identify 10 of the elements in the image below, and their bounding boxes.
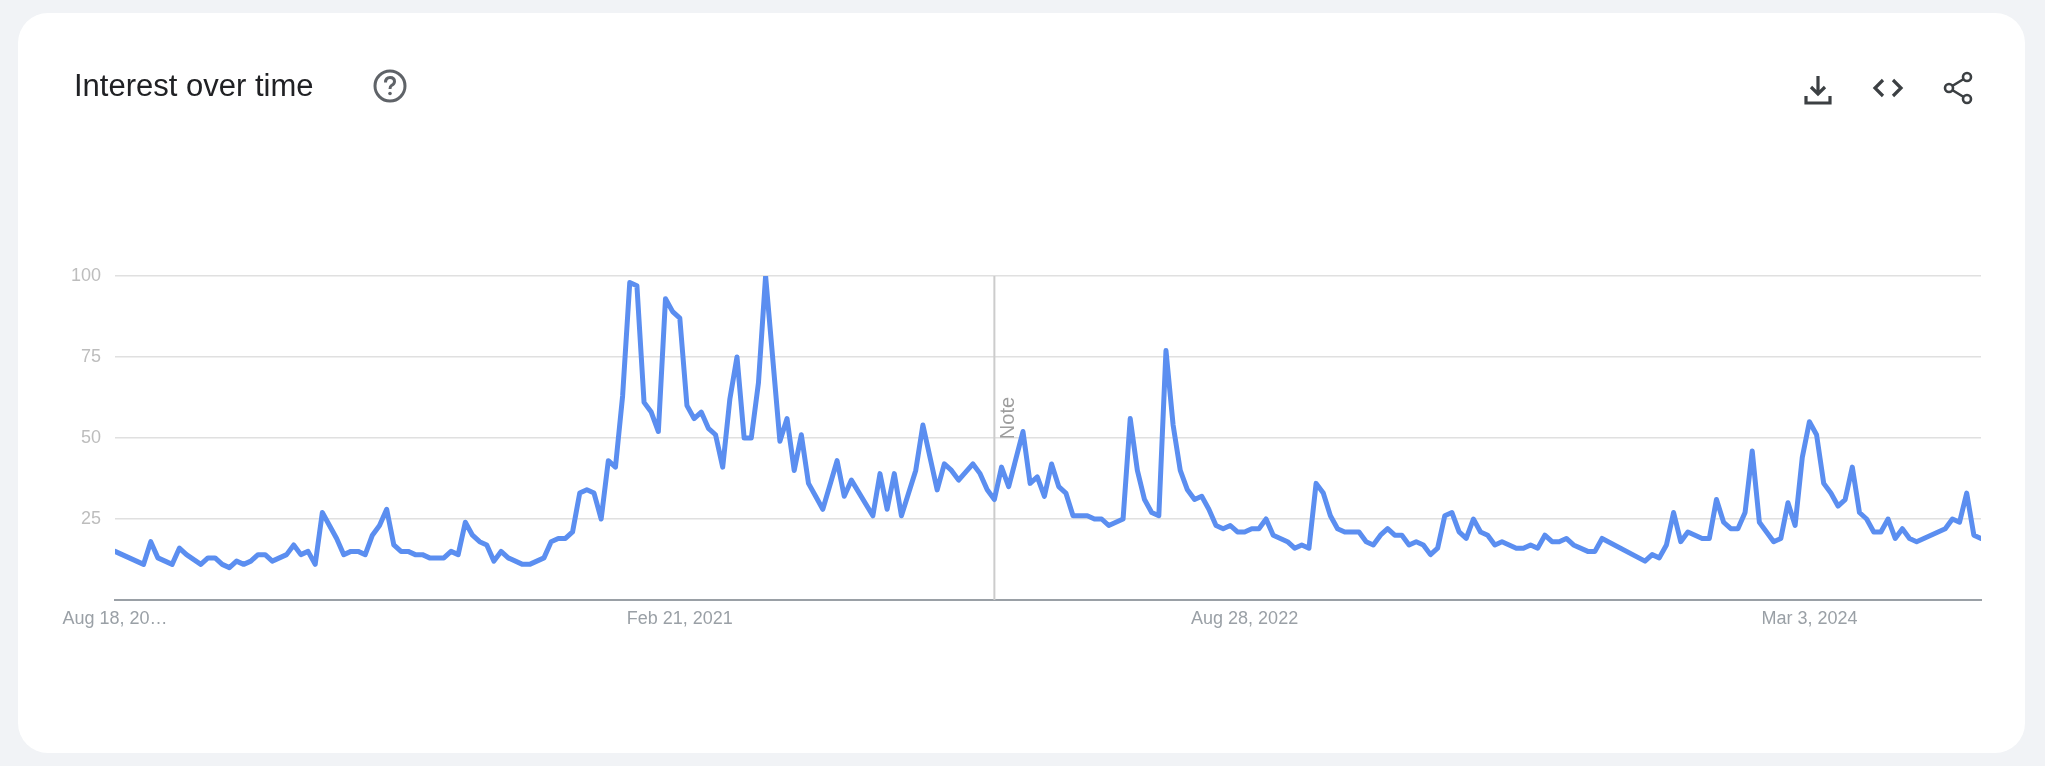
y-tick-label: 50 [80,426,101,447]
ref-line-label: Note [995,396,1018,440]
x-tick-label: Aug 18, 20… [62,607,168,628]
y-tick-label: 100 [70,264,101,285]
chart-title: Interest over time [74,68,314,104]
x-tick-label: Mar 3, 2024 [1761,607,1858,628]
y-tick-label: 25 [80,507,101,528]
y-tick-label: 75 [80,345,101,366]
x-tick-label: Feb 21, 2021 [626,607,733,628]
x-tick-label: Aug 28, 2022 [1191,607,1299,628]
